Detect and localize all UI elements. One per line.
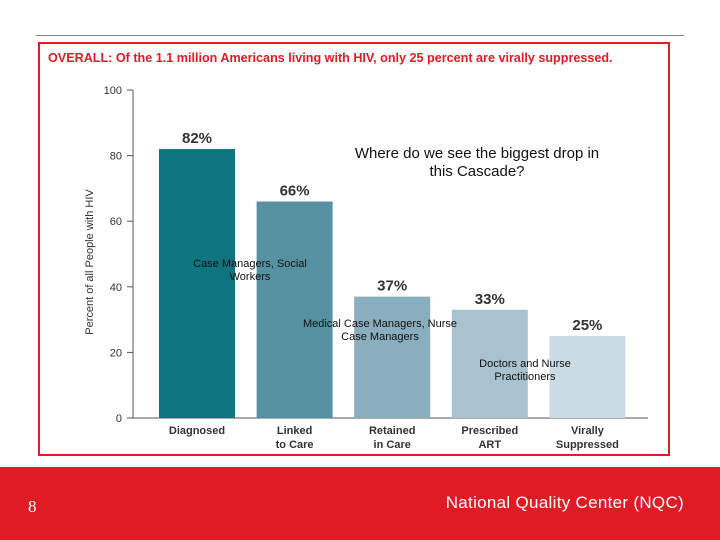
x-category-label: Retained	[369, 425, 415, 437]
org-name: National Quality Center (NQC)	[445, 493, 684, 512]
bar	[451, 309, 528, 418]
page-number: 8	[28, 497, 37, 516]
y-tick-label: 40	[110, 282, 122, 294]
x-category-label: Virally	[571, 425, 605, 437]
footer-bar	[0, 467, 720, 540]
y-tick-label: 20	[110, 347, 122, 359]
annotation-medical-case-managers: Medical Case Managers, Nurse Case Manage…	[302, 318, 458, 344]
annotation-question: Where do we see the biggest drop in this…	[354, 145, 600, 180]
x-category-label: Prescribed	[461, 425, 518, 437]
annotation-case-managers: Case Managers, Social Workers	[193, 258, 307, 284]
top-rule	[36, 35, 684, 36]
y-axis-label: Percent of all People with HIV	[84, 189, 96, 335]
x-category-label: Suppressed	[556, 439, 619, 451]
x-category-label: in Care	[374, 439, 411, 451]
y-tick-label: 0	[116, 413, 122, 425]
bar-value-label: 25%	[572, 317, 602, 334]
x-category-label: Linked	[277, 425, 312, 437]
x-category-label: Diagnosed	[169, 425, 225, 437]
bar-value-label: 66%	[280, 183, 310, 200]
annotation-doctors: Doctors and Nurse Practitioners	[479, 358, 571, 384]
bar	[549, 336, 626, 418]
chart-title: OVERALL: Of the 1.1 million Americans li…	[48, 51, 613, 65]
bar	[354, 296, 431, 418]
y-tick-label: 100	[104, 85, 122, 97]
bar-value-label: 33%	[475, 291, 505, 308]
x-category-label: to Care	[276, 439, 314, 451]
bar-value-label: 82%	[182, 130, 212, 147]
y-tick-label: 80	[110, 151, 122, 163]
bar-value-label: 37%	[377, 278, 407, 295]
x-category-label: ART	[478, 439, 501, 451]
bar	[256, 201, 333, 418]
y-tick-label: 60	[110, 216, 122, 228]
bar	[159, 149, 235, 419]
